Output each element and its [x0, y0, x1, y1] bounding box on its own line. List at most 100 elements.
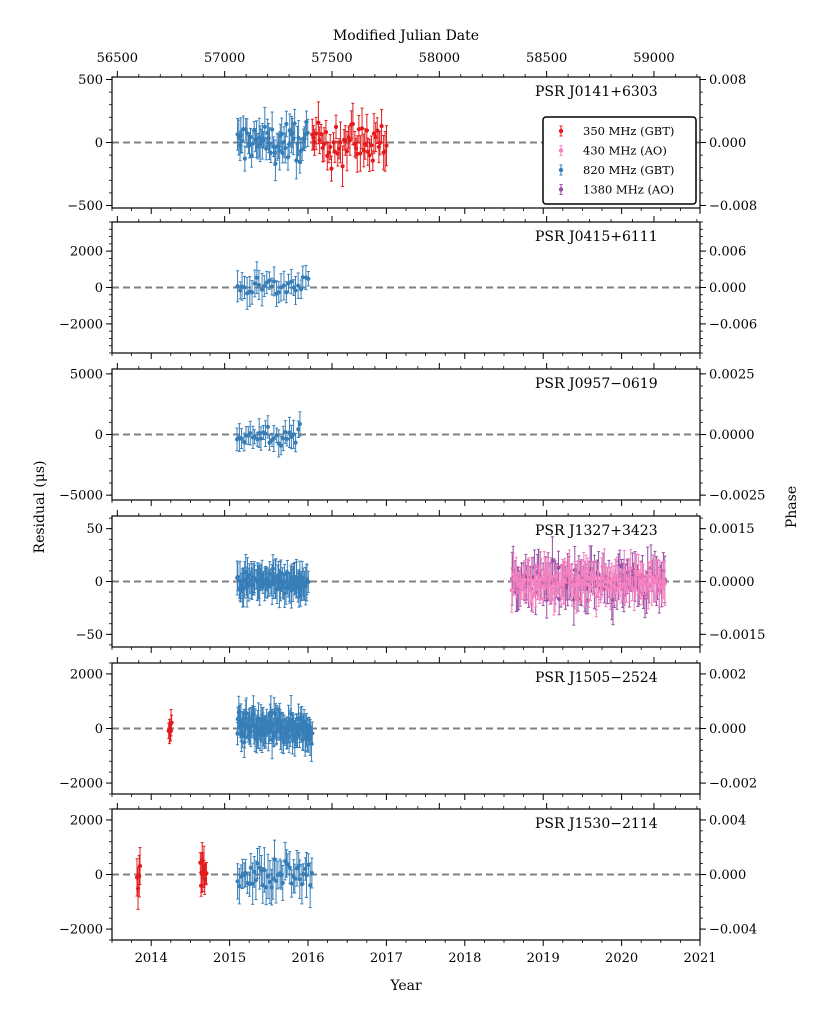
data-point — [262, 106, 267, 147]
data-point — [305, 118, 310, 147]
mjd-tick-label: 59000 — [633, 51, 674, 66]
phase-tick-label: 0.0000 — [709, 428, 755, 443]
data-point — [548, 556, 553, 599]
phase-tick-label: 0.006 — [709, 245, 746, 260]
legend: 350 MHz (GBT) 430 MHz (AO) 820 MHz (GBT) 13… — [542, 116, 697, 205]
data-point — [641, 564, 646, 596]
data-point — [261, 425, 266, 440]
phase-tick-label: 0.004 — [709, 813, 746, 828]
legend-marker — [558, 167, 564, 173]
phase-tick-label: 0.000 — [709, 281, 746, 296]
data-point — [278, 435, 284, 456]
data-point — [255, 847, 260, 879]
data-point — [582, 560, 587, 608]
data-point — [583, 554, 589, 602]
y-tick-label: 2000 — [70, 245, 103, 260]
data-point — [252, 855, 257, 888]
pulsar-name: PSR J1530−2114 — [535, 816, 658, 832]
phase-tick-label: −0.002 — [709, 777, 757, 792]
y-tick-label: 0 — [95, 428, 103, 443]
y-tick-label: 2000 — [70, 813, 103, 828]
data-point — [313, 116, 319, 151]
data-points — [235, 101, 389, 187]
legend-label: 430 MHz (AO) — [583, 144, 667, 158]
data-point — [137, 847, 143, 885]
phase-tick-label: 0.0000 — [709, 575, 755, 590]
y-tick-label: −2000 — [59, 923, 103, 938]
data-point — [281, 270, 287, 301]
data-point — [238, 281, 243, 300]
data-point — [272, 839, 277, 880]
data-point — [278, 273, 284, 302]
data-point — [596, 562, 601, 608]
data-point — [321, 127, 327, 162]
data-point — [523, 578, 528, 605]
data-point — [248, 127, 253, 147]
data-point — [276, 281, 281, 304]
y-tick-label: 0 — [95, 281, 103, 296]
data-point — [265, 853, 271, 900]
data-point — [262, 275, 267, 297]
panel: −2000 0 2000 0.004 0.000 −0.004 PSR J1530−2114 — [59, 803, 757, 946]
mjd-tick-label: 58500 — [526, 51, 567, 66]
data-point — [248, 420, 253, 446]
data-point — [242, 145, 247, 172]
data-point — [285, 853, 290, 876]
data-point — [253, 860, 258, 901]
data-point — [242, 275, 247, 299]
data-point — [602, 548, 607, 584]
data-point — [358, 135, 363, 172]
pulsar-name: PSR J1327+3423 — [535, 523, 658, 539]
year-tick-label: 2018 — [448, 951, 481, 966]
data-point — [356, 115, 361, 144]
y-tick-label: 0 — [95, 575, 103, 590]
data-point — [292, 108, 297, 139]
y-tick-label: −2000 — [59, 777, 103, 792]
data-point — [379, 108, 384, 144]
data-point — [287, 416, 292, 449]
legend-marker — [558, 148, 564, 153]
data-point — [244, 118, 250, 148]
pulsar-name: PSR J1505−2524 — [535, 670, 658, 686]
bottom-axis-title: Year — [389, 978, 422, 994]
phase-tick-label: −0.0015 — [709, 628, 765, 643]
data-point — [291, 279, 296, 296]
data-point — [270, 857, 276, 900]
year-tick-label: 2017 — [370, 951, 403, 966]
data-point — [287, 113, 292, 148]
data-point — [586, 560, 591, 609]
data-point — [248, 852, 253, 883]
data-point — [365, 137, 370, 166]
data-point — [269, 277, 274, 296]
data-point — [250, 129, 255, 158]
data-point — [271, 266, 277, 297]
data-point — [263, 420, 268, 447]
top-axis-ticks: 56500 57000 57500 58000 58500 59000 — [97, 51, 675, 66]
data-point — [649, 559, 654, 606]
data-point — [300, 265, 305, 289]
data-point — [350, 102, 356, 146]
data-points — [166, 695, 315, 762]
data-point — [250, 862, 255, 905]
data-point — [333, 114, 339, 140]
data-point — [371, 113, 377, 154]
pulsar-name: PSR J0415+6111 — [535, 229, 658, 245]
data-point — [306, 271, 311, 287]
legend-marker — [558, 128, 564, 134]
data-point — [281, 425, 286, 452]
legend-label: 350 MHz (GBT) — [583, 124, 674, 138]
data-points — [234, 411, 302, 458]
legend-label: 820 MHz (GBT) — [583, 163, 674, 177]
data-point — [370, 150, 375, 172]
data-point — [338, 121, 343, 164]
data-point — [375, 117, 380, 144]
data-point — [264, 137, 269, 161]
data-point — [364, 113, 369, 148]
data-point — [292, 863, 297, 894]
mjd-tick-label: 56500 — [97, 51, 138, 66]
year-tick-label: 2020 — [605, 951, 638, 966]
data-point — [273, 858, 279, 904]
data-point — [283, 132, 288, 164]
phase-tick-label: −0.0025 — [709, 489, 765, 504]
